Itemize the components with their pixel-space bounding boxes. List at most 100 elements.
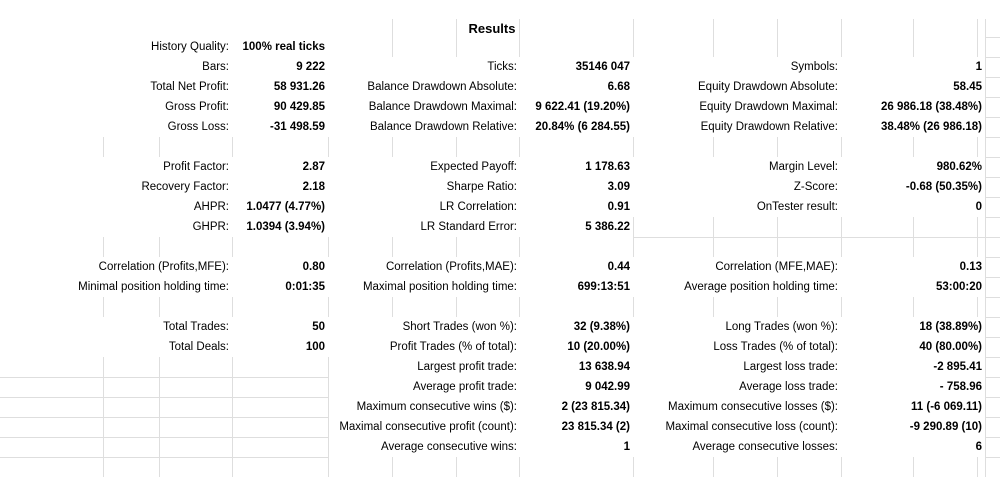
grid-line [977,37,978,57]
grid-line [633,297,634,317]
grid-line [977,217,978,237]
metric-label: Total Deals: [168,341,229,353]
grid-line [103,397,104,417]
metric-label: Balance Drawdown Maximal: [368,101,517,113]
metric-label: Correlation (Profits,MAE): [385,261,517,273]
metric-value: 13 638.94 [578,361,630,373]
grid-line [103,377,104,397]
grid-line [159,397,160,417]
metric-label: Average profit trade: [413,381,517,393]
metric-label: Gross Profit: [165,101,229,113]
grid-line [0,437,328,438]
grid-line [328,297,329,317]
metric-value: 1 [975,61,982,73]
grid-line [159,437,160,457]
grid-line [985,77,986,97]
metric-label: Maximal consecutive loss (count): [665,421,838,433]
grid-line [777,37,778,57]
metric-value: 699:13:51 [577,281,630,293]
grid-line [985,297,1000,298]
metric-label: Maximum consecutive wins ($): [356,401,517,413]
grid-line [328,137,329,157]
metric-label: Average loss trade: [739,381,838,393]
grid-line [985,397,1000,398]
grid-line [232,377,233,397]
grid-line [841,297,842,317]
grid-line [985,117,986,137]
grid-line [328,357,329,377]
grid-line [985,417,1000,418]
grid-line [713,457,714,477]
metric-value: 0.13 [959,261,982,273]
metric-value: 1.0477 (4.77%) [246,201,325,213]
grid-line [633,457,634,477]
grid-line [985,157,986,177]
grid-line [328,237,329,257]
metric-label: Profit Trades (% of total): [389,341,517,353]
metric-label: Average consecutive losses: [692,441,838,453]
metric-label: GHPR: [192,221,229,233]
metric-value: 6 [975,441,982,453]
grid-line [159,417,160,437]
grid-line [841,19,842,39]
grid-line [985,77,1000,78]
grid-line [985,57,1000,58]
grid-line [985,37,1000,38]
grid-line [985,117,1000,118]
grid-line [103,417,104,437]
grid-line [392,19,393,39]
metric-value: 9 222 [296,61,325,73]
grid-line [985,397,986,417]
grid-line [985,157,1000,158]
grid-line [456,37,457,57]
grid-line [713,19,714,39]
metric-value: 35146 047 [575,61,630,73]
metric-value: 1 178.63 [585,161,630,173]
grid-line [519,237,520,257]
grid-line [985,377,986,397]
grid-line [713,217,714,237]
metric-label: Long Trades (won %): [725,321,838,333]
grid-line [985,377,1000,378]
metric-value: 53:00:20 [935,281,982,293]
grid-line [456,457,457,477]
report-title: Results [468,21,516,36]
metric-label: Balance Drawdown Relative: [369,121,517,133]
metric-label: Correlation (MFE,MAE): [715,261,838,273]
metric-value: 100 [305,341,325,353]
grid-line [985,257,986,277]
grid-line [232,137,233,157]
metric-value: 10 (20.00%) [567,341,630,353]
grid-line [392,137,393,157]
grid-line [777,217,778,237]
grid-line [977,19,978,39]
metric-label: Sharpe Ratio: [446,181,517,193]
metric-value: 38.48% (26 986.18) [880,121,982,133]
grid-line [777,19,778,39]
metric-value: 3.09 [607,181,630,193]
metric-value: 2.18 [302,181,325,193]
grid-line [777,237,778,257]
grid-line [159,377,160,397]
grid-line [328,437,329,457]
metric-value: 90 429.85 [273,101,325,113]
grid-line [392,237,393,257]
metric-value: 2.87 [302,161,325,173]
grid-line [913,457,914,477]
grid-line [841,37,842,57]
grid-line [985,437,986,457]
metric-label: History Quality: [151,41,229,53]
grid-line [103,357,104,377]
grid-line [985,457,1000,458]
grid-line [633,237,985,238]
metric-label: Z-Score: [793,181,838,193]
grid-line [159,137,160,157]
grid-line [841,137,842,157]
metric-value: 0.44 [607,261,630,273]
metric-label: Total Trades: [163,321,229,333]
metric-value: 0 [975,201,982,213]
metric-value: 9 622.41 (19.20%) [535,101,630,113]
metric-value: 0:01:35 [285,281,325,293]
grid-line [841,237,842,257]
metric-label: Equity Drawdown Maximal: [699,101,838,113]
